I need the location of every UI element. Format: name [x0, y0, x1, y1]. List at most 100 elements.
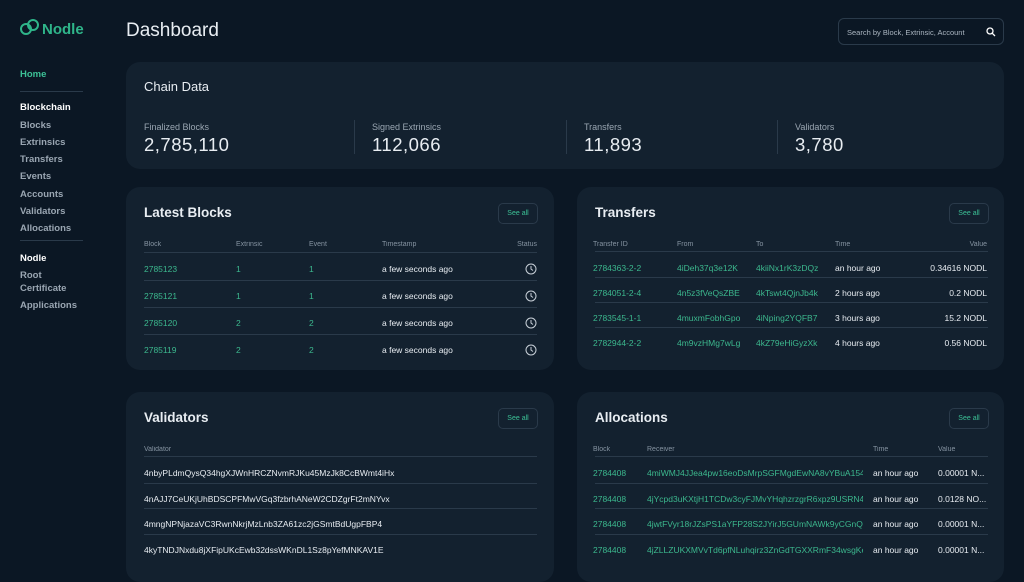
- stat-value: 2,785,110: [144, 134, 230, 155]
- chain-data-card: Chain Data Finalized Blocks 2,785,110 Sign…: [126, 62, 1004, 169]
- table-cell[interactable]: 4miWMJ4JJea4pw16eoDsMrpSGFMgdEwNA8vYBuA1…: [647, 468, 863, 478]
- table-cell[interactable]: 4iDeh37q3e12K: [677, 263, 738, 273]
- table-cell[interactable]: 4muxmFobhGpo: [677, 313, 741, 323]
- table-cell[interactable]: 2: [236, 318, 241, 328]
- table-cell: 4nbyPLdmQysQ34hgXJWnHRCZNvmRJKu45MzJk8Cc…: [144, 468, 395, 478]
- card-title: Allocations: [595, 410, 668, 425]
- row-divider: [144, 508, 537, 509]
- table-cell: 15.2 NODL: [944, 313, 987, 323]
- nav-item[interactable]: Validators: [20, 206, 66, 217]
- table-cell: 0.00001 N...: [938, 544, 985, 555]
- table-cell[interactable]: 2784408: [593, 544, 627, 555]
- column-header: Value: [938, 446, 956, 453]
- row-divider: [595, 508, 988, 509]
- stat-value: 112,066: [372, 134, 441, 155]
- table-cell[interactable]: 4iNping2YQFB7: [756, 313, 818, 323]
- column-header: Block: [593, 446, 611, 453]
- table-cell[interactable]: 2784408: [593, 493, 627, 504]
- brand[interactable]: Nodle: [42, 21, 84, 38]
- table-cell[interactable]: 4kZ79eHiGyzXk: [756, 338, 818, 348]
- table-cell[interactable]: 2785120: [144, 318, 178, 328]
- table-cell: 0.2 NODL: [949, 288, 987, 298]
- column-header: Event: [309, 241, 327, 248]
- table-cell: 4kyTNDJNxdu8jXFipUKcEwb32dssWKnDL1Sz8pYe…: [144, 544, 384, 555]
- nav-item[interactable]: Applications: [20, 300, 78, 312]
- table-cell[interactable]: 4jwtFVyr18rJZsPS1aYFP28S2JYirJ5GUmNAWk9y…: [647, 519, 863, 529]
- stat-label: Finalized Blocks: [144, 122, 210, 132]
- table-cell[interactable]: 2785123: [144, 264, 178, 274]
- column-header: Block: [144, 241, 162, 248]
- see-all-button[interactable]: See all: [949, 203, 989, 224]
- table-cell[interactable]: 2784363-2-2: [593, 263, 642, 273]
- table-cell[interactable]: 4kiiNx1rK3zDQz: [756, 263, 819, 273]
- table-cell: an hour ago: [873, 544, 919, 555]
- table-cell[interactable]: 4kTswt4QjnJb4k: [756, 288, 818, 298]
- table-cell[interactable]: 2784051-2-4: [593, 288, 642, 298]
- see-all-button[interactable]: See all: [498, 408, 538, 429]
- table-cell[interactable]: 2782944-2-2: [593, 338, 642, 348]
- header-divider: [595, 456, 988, 457]
- table-cell[interactable]: 1: [236, 291, 241, 301]
- table-cell[interactable]: 4jZLLZUKXMVvTd6pfNLuhqirz3ZnGdTGXXRmF34w…: [647, 544, 863, 555]
- table-cell: a few seconds ago: [382, 291, 453, 301]
- stat-value: 11,893: [584, 134, 643, 155]
- table-cell[interactable]: 2784408: [593, 468, 627, 478]
- stat-label: Validators: [795, 122, 835, 132]
- table-cell[interactable]: 1: [236, 264, 241, 274]
- table-cell[interactable]: 1: [309, 291, 314, 301]
- nav-item[interactable]: Blocks: [20, 119, 52, 131]
- row-divider: [595, 533, 988, 535]
- search-placeholder: Search by Block, Extrinsic, Account: [847, 28, 965, 37]
- nav-item[interactable]: Allocations: [20, 223, 72, 235]
- nav-section: Nodle: [20, 252, 47, 264]
- table-cell[interactable]: 4jYcpd3uKXtjH1TCDw3cyFJMvYHqhzrzgrR6xpz9…: [647, 493, 863, 504]
- table-cell[interactable]: 4n5z3fVeQsZBE: [677, 288, 740, 298]
- page: Nodle Home Blockchain Blocks Extrinsics Tran…: [20, 18, 1004, 582]
- stat-divider: [354, 120, 355, 154]
- transfers-card: Transfers See all Transfer ID From To Time Val…: [577, 187, 1004, 370]
- row-divider: [595, 277, 988, 278]
- table-cell[interactable]: 1: [309, 264, 314, 274]
- row-divider: [144, 482, 537, 484]
- table-cell: an hour ago: [873, 468, 919, 478]
- table-cell[interactable]: 2: [309, 318, 314, 328]
- table-cell[interactable]: 2: [236, 345, 241, 355]
- status-icon: [525, 344, 537, 356]
- validators-card: Validators See all Validator 4nbyPLdmQysQ34…: [126, 392, 554, 582]
- stat-label: Transfers: [584, 122, 622, 132]
- see-all-button[interactable]: See all: [498, 203, 538, 224]
- nav-item[interactable]: Root Certificate: [20, 270, 67, 294]
- column-header: Timestamp: [382, 241, 417, 248]
- nav-home[interactable]: Home: [20, 69, 47, 80]
- table-cell[interactable]: 2784408: [593, 519, 627, 529]
- status-icon: [525, 263, 537, 275]
- card-title: Validators: [144, 410, 209, 425]
- table-cell[interactable]: 2783545-1-1: [593, 313, 642, 323]
- search-icon[interactable]: [986, 27, 996, 37]
- page-title: Dashboard: [126, 20, 219, 41]
- table-cell[interactable]: 4m9vzHMg7wLg: [677, 338, 741, 348]
- row-divider: [144, 533, 537, 535]
- nav-item[interactable]: Events: [20, 171, 52, 183]
- table-cell: 2 hours ago: [835, 288, 880, 298]
- row-divider: [144, 280, 537, 281]
- table-cell[interactable]: 2: [309, 345, 314, 355]
- nav-item[interactable]: Transfers: [20, 154, 63, 166]
- nav-item[interactable]: Extrinsics: [20, 136, 66, 148]
- search-box[interactable]: Search by Block, Extrinsic, Account: [838, 18, 1004, 45]
- table-cell: 0.56 NODL: [944, 338, 987, 348]
- table-cell[interactable]: 2785121: [144, 291, 178, 301]
- logo-icon: [20, 19, 39, 35]
- row-divider: [144, 334, 537, 335]
- column-header: Transfer ID: [593, 241, 628, 248]
- stat-label: Signed Extrinsics: [372, 122, 442, 132]
- table-cell: 0.0128 NO...: [938, 493, 987, 504]
- nav-item[interactable]: Accounts: [20, 188, 64, 200]
- card-title: Transfers: [595, 205, 656, 220]
- table-cell: 4nAJJ7CeUKjUhBDSCPFMwVGq3fzbrhANeW2CDZgr…: [144, 493, 390, 504]
- see-all-button[interactable]: See all: [949, 408, 989, 429]
- table-cell[interactable]: 2785119: [144, 345, 177, 355]
- row-divider: [595, 482, 988, 484]
- row-divider: [595, 327, 988, 328]
- table-cell: 4 hours ago: [835, 338, 880, 348]
